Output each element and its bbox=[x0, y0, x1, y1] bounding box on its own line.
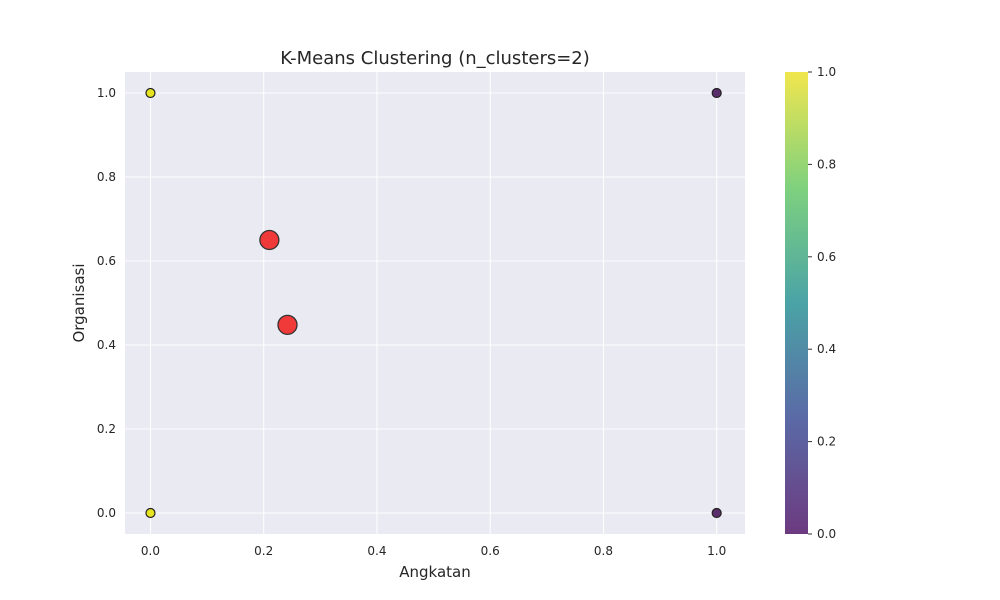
centroids bbox=[259, 229, 298, 335]
colorbar-tick-label: 0.8 bbox=[817, 157, 836, 171]
colorbar-tick-label: 0.2 bbox=[817, 435, 836, 449]
y-tick-label: 0.8 bbox=[97, 170, 116, 184]
colorbar bbox=[785, 72, 808, 534]
grid bbox=[125, 72, 745, 534]
x-ticks: 0.0 0.2 0.4 0.6 0.8 1.0 bbox=[141, 544, 726, 558]
y-tick-label: 0.2 bbox=[97, 422, 116, 436]
data-point-1 bbox=[145, 507, 156, 519]
data-point-3 bbox=[711, 507, 722, 519]
data-point-2 bbox=[711, 87, 722, 99]
y-tick-label: 0.0 bbox=[97, 506, 116, 520]
colorbar-tick-label: 0.4 bbox=[817, 342, 836, 356]
y-tick-label: 0.6 bbox=[97, 254, 116, 268]
colorbar-tick-label: 0.6 bbox=[817, 250, 836, 264]
x-tick-label: 0.2 bbox=[254, 544, 273, 558]
x-tick-label: 0.4 bbox=[367, 544, 386, 558]
x-tick-label: 0.0 bbox=[141, 544, 160, 558]
x-axis-label: Angkatan bbox=[399, 563, 470, 581]
y-tick-label: 0.4 bbox=[97, 338, 116, 352]
y-tick-label: 1.0 bbox=[97, 86, 116, 100]
y-ticks: 0.0 0.2 0.4 0.6 0.8 1.0 bbox=[97, 86, 116, 520]
data-point-0 bbox=[145, 87, 156, 99]
chart-title: K-Means Clustering (n_clusters=2) bbox=[280, 48, 590, 69]
x-tick-label: 1.0 bbox=[707, 544, 726, 558]
data-points bbox=[145, 87, 722, 519]
centroid-marker-1 bbox=[277, 314, 298, 335]
colorbar-ticks: 0.0 0.2 0.4 0.6 0.8 1.0 bbox=[808, 65, 836, 541]
x-tick-label: 0.6 bbox=[481, 544, 500, 558]
x-tick-label: 0.8 bbox=[594, 544, 613, 558]
y-axis-label: Organisasi bbox=[70, 263, 88, 342]
colorbar-tick-label: 0.0 bbox=[817, 527, 836, 541]
colorbar-tick-label: 1.0 bbox=[817, 65, 836, 79]
centroid-marker-0 bbox=[259, 229, 280, 251]
plot-area bbox=[125, 72, 745, 534]
